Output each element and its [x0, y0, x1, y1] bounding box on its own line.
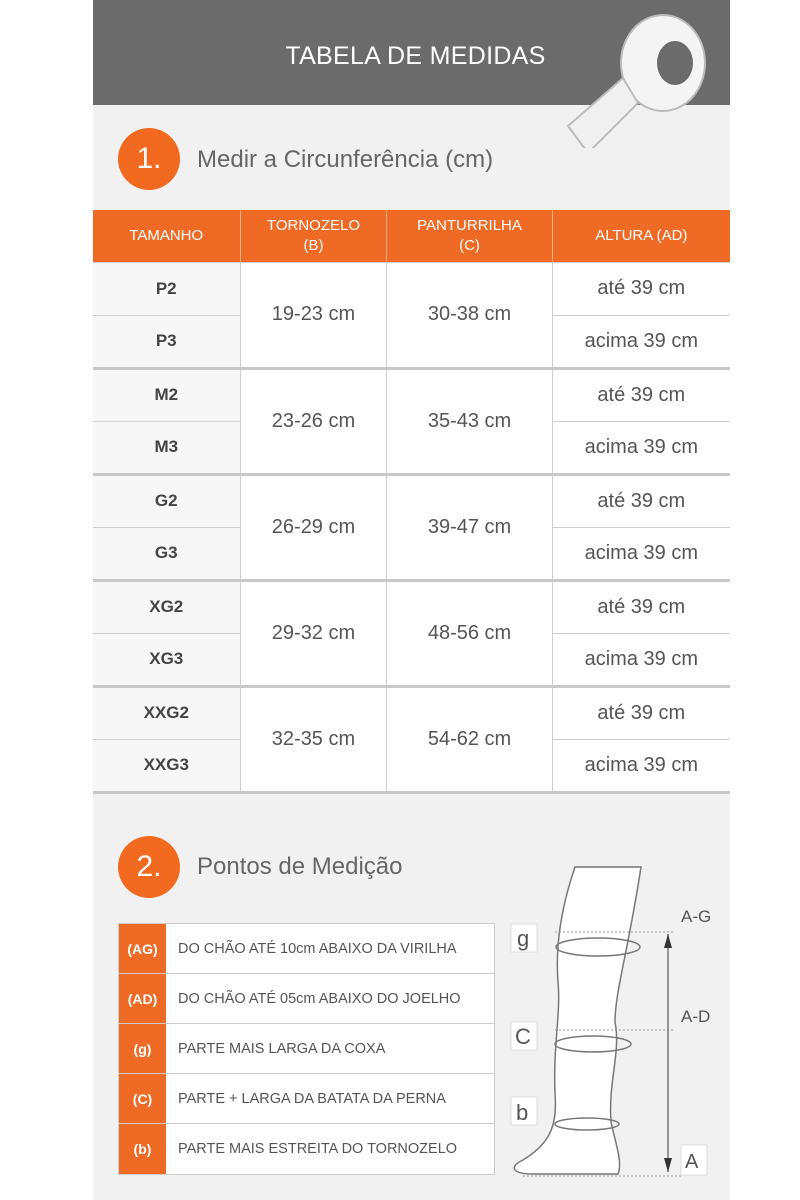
legend-text: DO CHÃO ATÉ 05cm ABAIXO DO JOELHO	[178, 990, 461, 1007]
altura-cell: até 39 cm	[551, 367, 730, 422]
legend-row: (AG) DO CHÃO ATÉ 10cm ABAIXO DA VIRILHA	[119, 924, 494, 974]
table-row: XG2 29-32 cm 48-56 cm até 39 cm	[93, 579, 730, 688]
size-cell: G2	[93, 473, 241, 528]
altura-cell: acima 39 cm	[551, 420, 730, 476]
legend-code: (g)	[119, 1024, 166, 1073]
panturrilha-cell: 54-62 cm	[386, 685, 553, 794]
altura-cell: acima 39 cm	[551, 526, 730, 582]
table-row: XXG3 acima 39 cm	[93, 738, 730, 794]
altura-cell: até 39 cm	[551, 261, 730, 316]
tornozelo-cell: 23-26 cm	[239, 367, 388, 476]
legend-row: (C) PARTE + LARGA DA BATATA DA PERNA	[119, 1074, 494, 1124]
tornozelo-cell: 32-35 cm	[239, 685, 388, 794]
column-header: PANTURRILHA (C)	[386, 210, 553, 262]
legend-text: PARTE MAIS ESTREITA DO TORNOZELO	[178, 1141, 458, 1157]
legend-row: (AD) DO CHÃO ATÉ 05cm ABAIXO DO JOELHO	[119, 974, 494, 1024]
altura-cell: acima 39 cm	[551, 314, 730, 370]
measurement-legend: (AG) DO CHÃO ATÉ 10cm ABAIXO DA VIRILHA (A…	[118, 923, 495, 1175]
label-b: b	[516, 1100, 528, 1125]
table-row: P2 19-23 cm 30-38 cm até 39 cm	[93, 261, 730, 370]
label-ag: A-G	[681, 907, 711, 926]
size-cell: XG3	[93, 632, 241, 688]
column-header-label: TAMANHO	[129, 226, 204, 244]
table-row: XXG2 32-35 cm 54-62 cm até 39 cm	[93, 685, 730, 794]
label-ad: A-D	[681, 1007, 710, 1026]
panturrilha-cell: 48-56 cm	[386, 579, 553, 688]
altura-cell: acima 39 cm	[551, 738, 730, 794]
column-header-label: ALTURA (AD)	[595, 226, 688, 244]
legend-row: (g) PARTE MAIS LARGA DA COXA	[119, 1024, 494, 1074]
table-row: G2 26-29 cm 39-47 cm até 39 cm	[93, 473, 730, 582]
panturrilha-cell: 35-43 cm	[386, 367, 553, 476]
table-row: M2 23-26 cm 35-43 cm até 39 cm	[93, 367, 730, 476]
column-header: ALTURA (AD)	[552, 210, 730, 262]
step-2-badge: 2.	[118, 836, 180, 898]
measuring-tape-icon	[566, 14, 706, 148]
header: TABELA DE MEDIDAS	[93, 0, 730, 148]
section-2-title: Pontos de Medição	[197, 853, 403, 880]
size-chart-panel: TABELA DE MEDIDAS 1. Medir a Circunferên…	[93, 0, 730, 1200]
altura-cell: até 39 cm	[551, 685, 730, 740]
leg-diagram: g C b A-G A-D A	[510, 866, 711, 1177]
legend-code: (AG)	[119, 924, 166, 973]
legend-text: DO CHÃO ATÉ 10cm ABAIXO DA VIRILHA	[178, 940, 457, 957]
panturrilha-cell: 30-38 cm	[386, 261, 553, 370]
table-row: P3 acima 39 cm	[93, 314, 730, 370]
column-header: TAMANHO	[93, 210, 241, 262]
column-header-label: PANTURRILHA	[417, 216, 522, 234]
label-a: A	[685, 1151, 699, 1173]
column-header: TORNOZELO (B)	[240, 210, 388, 262]
size-table: TAMANHO TORNOZELO (B) PANTURRILHA (C) ALTURA …	[93, 210, 730, 794]
tornozelo-cell: 29-32 cm	[239, 579, 388, 688]
legend-row: (b) PARTE MAIS ESTREITA DO TORNOZELO	[119, 1124, 494, 1174]
column-header-sub: (C)	[459, 236, 480, 254]
altura-cell: acima 39 cm	[551, 632, 730, 688]
legend-code: (AD)	[119, 974, 166, 1023]
size-cell: P2	[93, 261, 241, 316]
label-g: g	[517, 926, 529, 951]
size-cell: P3	[93, 314, 241, 370]
size-cell: M3	[93, 420, 241, 476]
table-row: M3 acima 39 cm	[93, 420, 730, 476]
table-row: XG3 acima 39 cm	[93, 632, 730, 688]
panturrilha-cell: 39-47 cm	[386, 473, 553, 582]
legend-text: PARTE + LARGA DA BATATA DA PERNA	[178, 1090, 446, 1107]
tornozelo-cell: 26-29 cm	[239, 473, 388, 582]
legend-code: (C)	[119, 1074, 166, 1123]
altura-cell: até 39 cm	[551, 579, 730, 634]
page-title: TABELA DE MEDIDAS	[285, 42, 546, 70]
column-header-sub: (B)	[303, 236, 324, 254]
legend-text: PARTE MAIS LARGA DA COXA	[178, 1040, 386, 1057]
size-cell: XXG2	[93, 685, 241, 740]
tornozelo-cell: 19-23 cm	[239, 261, 388, 370]
size-cell: M2	[93, 367, 241, 422]
legend-code: (b)	[119, 1124, 166, 1174]
table-row: G3 acima 39 cm	[93, 526, 730, 582]
size-cell: G3	[93, 526, 241, 582]
label-c: C	[515, 1024, 531, 1049]
altura-cell: até 39 cm	[551, 473, 730, 528]
column-header-label: TORNOZELO	[266, 216, 360, 234]
section-1-title: Medir a Circunferência (cm)	[197, 146, 494, 173]
size-cell: XG2	[93, 579, 241, 634]
size-cell: XXG3	[93, 738, 241, 794]
step-1-badge: 1.	[118, 128, 180, 190]
